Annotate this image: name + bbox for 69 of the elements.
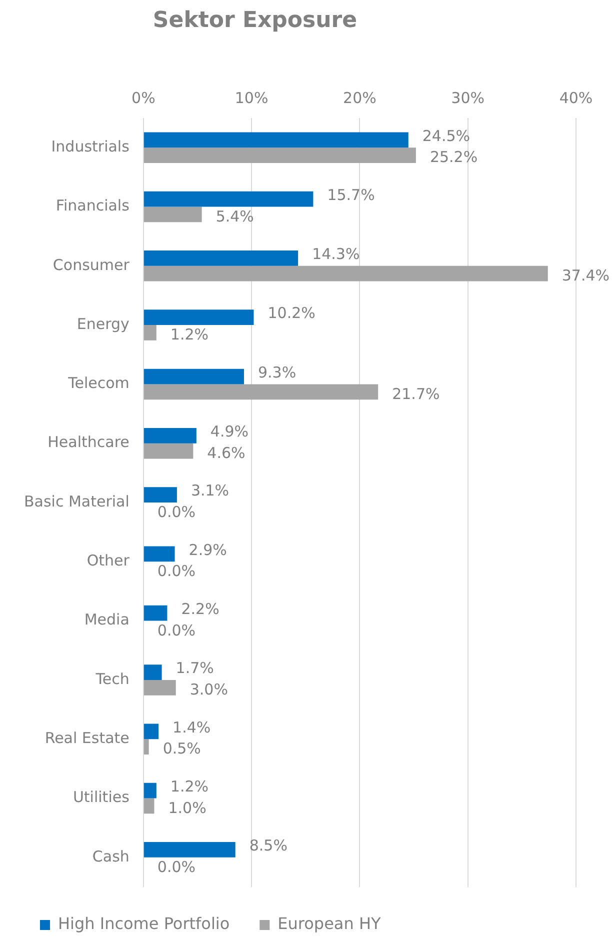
bar	[144, 384, 378, 400]
data-label: 15.7%	[327, 186, 375, 204]
x-tick-label: 40%	[559, 88, 593, 107]
y-tick-label: Consumer	[52, 256, 130, 274]
bar	[144, 148, 416, 163]
x-tick-label: 20%	[343, 88, 376, 107]
data-label: 24.5%	[422, 126, 470, 145]
data-label: 25.2%	[430, 148, 478, 166]
y-tick-label: Real Estate	[44, 729, 130, 748]
bar	[144, 724, 159, 740]
data-label: 9.3%	[258, 363, 296, 382]
legend-label: European HY	[278, 914, 381, 934]
x-tick-label: 10%	[234, 88, 268, 107]
data-label: 0.0%	[157, 503, 196, 522]
data-label: 1.2%	[170, 326, 209, 344]
data-label: 4.9%	[210, 422, 249, 441]
bar	[144, 680, 176, 696]
data-label: 3.0%	[190, 680, 228, 699]
bar	[144, 443, 194, 459]
data-label: 0.0%	[157, 858, 196, 876]
y-tick-label: Telecom	[67, 374, 130, 392]
bar	[144, 428, 196, 444]
data-label: 2.2%	[181, 600, 220, 618]
y-tick-label: Other	[86, 552, 130, 570]
data-label: 2.9%	[188, 540, 227, 559]
data-label: 1.2%	[170, 777, 209, 796]
data-label: 1.4%	[172, 718, 211, 736]
data-label: 10.2%	[268, 304, 316, 322]
x-tick-label: 30%	[451, 88, 485, 107]
data-label: 3.1%	[190, 482, 230, 500]
bar	[144, 132, 408, 148]
data-label: 5.4%	[216, 207, 254, 226]
y-tick-label: Utilities	[72, 788, 130, 806]
y-tick-label: Basic Material	[24, 492, 130, 510]
bar	[144, 739, 149, 754]
bar	[144, 310, 254, 326]
y-tick-label: Tech	[94, 670, 130, 688]
legend-label: High Income Portfolio	[58, 914, 230, 934]
y-tick-label: Energy	[76, 314, 130, 333]
y-tick-label: Healthcare	[48, 433, 130, 452]
bar	[144, 842, 236, 858]
data-label: 0.0%	[157, 562, 196, 580]
bar	[144, 487, 177, 502]
bar	[144, 206, 202, 222]
data-label: 1.0%	[168, 798, 206, 817]
data-label: 21.7%	[392, 384, 440, 403]
bar	[144, 191, 314, 207]
data-label: 14.3%	[312, 245, 360, 264]
data-label: 4.6%	[207, 444, 246, 462]
x-tick-label: 0%	[132, 88, 156, 107]
bar	[144, 368, 244, 384]
bar	[144, 266, 548, 282]
data-label: 37.4%	[562, 266, 610, 284]
bar	[144, 250, 298, 266]
bar	[144, 325, 156, 340]
bar	[144, 546, 175, 562]
data-label: 0.0%	[157, 621, 196, 640]
chart-title: Sektor Exposure	[152, 8, 358, 33]
data-label: 1.7%	[176, 659, 214, 678]
bar	[144, 798, 154, 814]
bar	[144, 782, 156, 798]
y-tick-label: Financials	[56, 196, 130, 215]
data-label: 8.5%	[249, 836, 288, 855]
y-tick-label: Media	[84, 610, 130, 629]
bar	[144, 605, 168, 621]
data-label: 0.5%	[162, 740, 201, 758]
y-tick-label: Cash	[92, 847, 130, 866]
bar	[144, 664, 162, 680]
y-tick-label: Industrials	[51, 137, 130, 156]
